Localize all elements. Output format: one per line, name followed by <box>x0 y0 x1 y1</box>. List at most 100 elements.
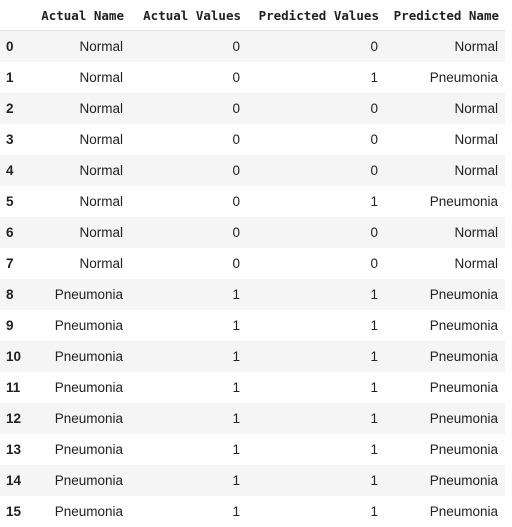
row-index: 10 <box>0 341 25 372</box>
actual-name-cell: Normal <box>25 124 130 155</box>
table-row: 14 Pneumonia 1 1 Pneumonia <box>0 465 505 496</box>
predicted-values-cell: 1 <box>247 186 385 217</box>
row-index: 6 <box>0 217 25 248</box>
actual-name-cell: Pneumonia <box>25 341 130 372</box>
actual-values-cell: 0 <box>130 155 247 186</box>
actual-values-cell: 0 <box>130 186 247 217</box>
predicted-values-cell: 1 <box>247 372 385 403</box>
table-row: 12 Pneumonia 1 1 Pneumonia <box>0 403 505 434</box>
predicted-values-cell: 1 <box>247 496 385 527</box>
actual-name-cell: Normal <box>25 31 130 62</box>
actual-name-cell: Pneumonia <box>25 465 130 496</box>
actual-name-cell: Normal <box>25 93 130 124</box>
row-index: 0 <box>0 31 25 62</box>
table-row: 1 Normal 0 1 Pneumonia <box>0 62 505 93</box>
predicted-name-cell: Pneumonia <box>385 434 505 465</box>
predicted-values-cell: 0 <box>247 31 385 62</box>
actual-values-cell: 1 <box>130 279 247 310</box>
actual-values-cell: 1 <box>130 496 247 527</box>
row-index: 7 <box>0 248 25 279</box>
header-row: Actual Name Actual Values Predicted Valu… <box>0 0 505 31</box>
table-row: 15 Pneumonia 1 1 Pneumonia <box>0 496 505 527</box>
actual-values-cell: 1 <box>130 434 247 465</box>
actual-name-cell: Pneumonia <box>25 279 130 310</box>
row-index: 4 <box>0 155 25 186</box>
predicted-values-cell: 0 <box>247 217 385 248</box>
predicted-values-cell: 1 <box>247 434 385 465</box>
predicted-name-cell: Pneumonia <box>385 372 505 403</box>
actual-values-cell: 1 <box>130 372 247 403</box>
column-header-predicted-name: Predicted Name <box>385 0 505 31</box>
table-body: 0 Normal 0 0 Normal 1 Normal 0 1 Pneumonia 2 Normal… <box>0 31 505 527</box>
actual-values-cell: 1 <box>130 341 247 372</box>
actual-values-cell: 0 <box>130 217 247 248</box>
predicted-values-cell: 0 <box>247 93 385 124</box>
predicted-name-cell: Normal <box>385 93 505 124</box>
actual-name-cell: Normal <box>25 248 130 279</box>
table-row: 2 Normal 0 0 Normal <box>0 93 505 124</box>
actual-name-cell: Pneumonia <box>25 403 130 434</box>
table-row: 11 Pneumonia 1 1 Pneumonia <box>0 372 505 403</box>
actual-name-cell: Normal <box>25 186 130 217</box>
predicted-name-cell: Pneumonia <box>385 403 505 434</box>
row-index: 9 <box>0 310 25 341</box>
table-row: 5 Normal 0 1 Pneumonia <box>0 186 505 217</box>
actual-values-cell: 0 <box>130 248 247 279</box>
actual-values-cell: 1 <box>130 310 247 341</box>
predicted-values-cell: 1 <box>247 465 385 496</box>
predicted-values-cell: 0 <box>247 124 385 155</box>
table-row: 8 Pneumonia 1 1 Pneumonia <box>0 279 505 310</box>
column-header-predicted-values: Predicted Values <box>247 0 385 31</box>
row-index: 13 <box>0 434 25 465</box>
table-row: 9 Pneumonia 1 1 Pneumonia <box>0 310 505 341</box>
predicted-name-cell: Pneumonia <box>385 496 505 527</box>
actual-values-cell: 1 <box>130 403 247 434</box>
predicted-name-cell: Normal <box>385 124 505 155</box>
row-index: 3 <box>0 124 25 155</box>
table-row: 4 Normal 0 0 Normal <box>0 155 505 186</box>
actual-name-cell: Pneumonia <box>25 434 130 465</box>
table-row: 10 Pneumonia 1 1 Pneumonia <box>0 341 505 372</box>
actual-values-cell: 0 <box>130 124 247 155</box>
predicted-name-cell: Pneumonia <box>385 186 505 217</box>
row-index: 14 <box>0 465 25 496</box>
table-row: 13 Pneumonia 1 1 Pneumonia <box>0 434 505 465</box>
predicted-name-cell: Normal <box>385 248 505 279</box>
column-header-actual-name: Actual Name <box>25 0 130 31</box>
row-index: 15 <box>0 496 25 527</box>
row-index: 2 <box>0 93 25 124</box>
row-index: 8 <box>0 279 25 310</box>
table-header: Actual Name Actual Values Predicted Valu… <box>0 0 505 31</box>
actual-name-cell: Pneumonia <box>25 372 130 403</box>
predicted-name-cell: Pneumonia <box>385 279 505 310</box>
predicted-name-cell: Pneumonia <box>385 465 505 496</box>
actual-values-cell: 0 <box>130 62 247 93</box>
predicted-values-cell: 1 <box>247 279 385 310</box>
actual-name-cell: Normal <box>25 217 130 248</box>
table-row: 7 Normal 0 0 Normal <box>0 248 505 279</box>
predicted-name-cell: Normal <box>385 31 505 62</box>
index-header <box>0 0 25 31</box>
table-row: 3 Normal 0 0 Normal <box>0 124 505 155</box>
predicted-name-cell: Pneumonia <box>385 310 505 341</box>
column-header-actual-values: Actual Values <box>130 0 247 31</box>
predicted-values-cell: 1 <box>247 62 385 93</box>
predicted-values-cell: 1 <box>247 341 385 372</box>
actual-values-cell: 0 <box>130 31 247 62</box>
predicted-values-cell: 1 <box>247 403 385 434</box>
actual-name-cell: Normal <box>25 155 130 186</box>
predicted-values-cell: 1 <box>247 310 385 341</box>
table-row: 6 Normal 0 0 Normal <box>0 217 505 248</box>
predicted-name-cell: Pneumonia <box>385 341 505 372</box>
actual-name-cell: Pneumonia <box>25 496 130 527</box>
predicted-values-cell: 0 <box>247 248 385 279</box>
actual-values-cell: 1 <box>130 465 247 496</box>
predicted-name-cell: Pneumonia <box>385 62 505 93</box>
row-index: 1 <box>0 62 25 93</box>
actual-name-cell: Normal <box>25 62 130 93</box>
table-row: 0 Normal 0 0 Normal <box>0 31 505 62</box>
row-index: 5 <box>0 186 25 217</box>
predicted-name-cell: Normal <box>385 217 505 248</box>
predicted-values-cell: 0 <box>247 155 385 186</box>
